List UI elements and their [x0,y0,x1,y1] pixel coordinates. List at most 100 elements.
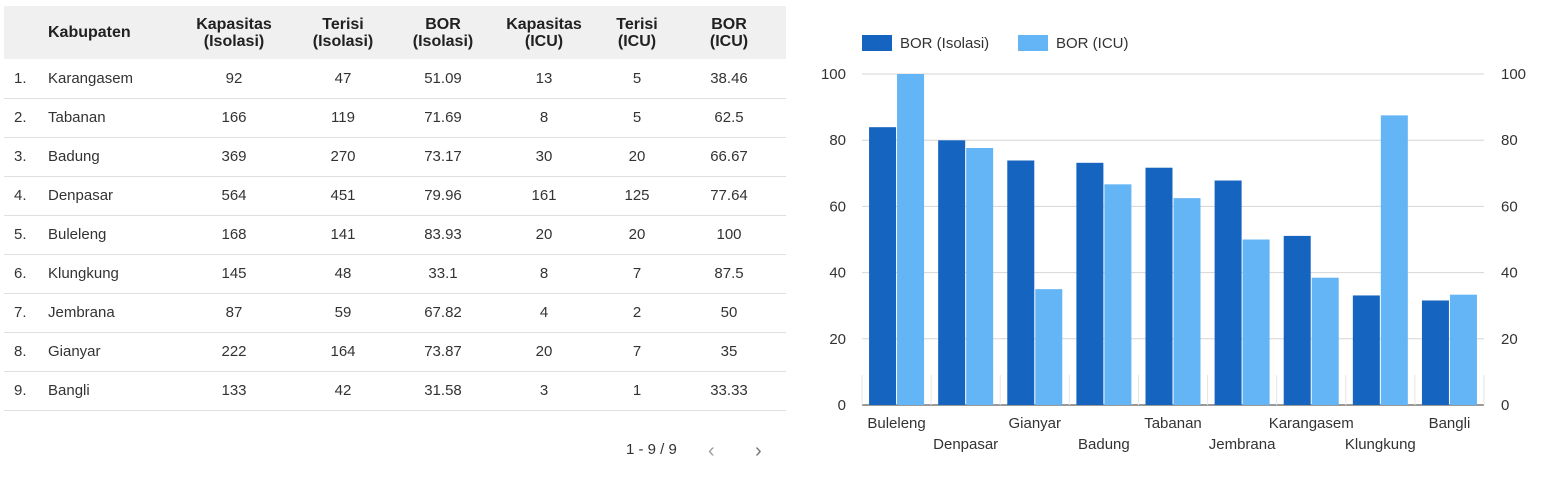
bar-bor-icu[interactable] [1173,198,1201,405]
table-cell-ter_iso: 119 [331,109,355,126]
table-row: 8. Gianyar 222 164 73.87 20 7 35 [4,332,786,371]
data-table: Kabupaten Kapasitas (Isolasi) Terisi (Isolas… [4,6,786,411]
table-cell-kap_icu: 8 [539,109,549,126]
legend-label[interactable]: BOR (Isolasi) [900,35,989,52]
table-cell-kabupaten: Denpasar [48,187,114,204]
column-header-kap_icu[interactable]: Kapasitas (ICU) [486,6,602,59]
table-cell-bor_icu: 87.5 [714,265,744,282]
table-cell-kap_iso: 564 [221,187,247,204]
table-cell-idx: 5. [14,226,27,243]
table-cell-idx: 6. [14,265,27,282]
y-tick-label-left: 0 [838,397,846,414]
bar-chart: BOR (Isolasi) BOR (ICU) 0 0 20 20 40 40 60 60 80 80… [821,35,1526,453]
legend-label[interactable]: BOR (ICU) [1056,35,1129,52]
table-row: 1. Karangasem 92 47 51.09 13 5 38.46 [4,59,786,98]
table-cell-kap_iso: 145 [221,265,247,282]
bar-bor-isolasi[interactable] [1421,300,1449,405]
table-cell-kabupaten: Bangli [48,382,90,399]
table-cell-idx: 2. [14,109,27,126]
table-body: 1. Karangasem 92 47 51.09 13 5 38.46 2. Tabanan 16… [4,59,786,410]
table-cell-idx: 7. [14,304,27,321]
table-cell-kabupaten: Jembrana [48,304,115,321]
chevron-left-icon[interactable]: ‹ [708,440,715,462]
y-tick-label-right: 0 [1501,397,1509,414]
table-cell-kap_icu: 3 [539,382,549,399]
table-cell-ter_iso: 42 [334,382,352,399]
table-cell-kap_icu: 20 [535,226,553,243]
table-cell-bor_icu: 66.67 [710,148,748,165]
table-cell-bor_iso: 67.82 [424,304,462,321]
bar-bor-icu[interactable] [1035,289,1063,405]
column-header-ter_iso[interactable]: Terisi (Isolasi) [286,6,400,59]
bar-bor-icu[interactable] [1449,294,1477,405]
table-cell-bor_iso: 51.09 [424,69,462,87]
column-header-line: Kabupaten [48,24,131,41]
table-cell-kap_icu: 20 [535,343,553,360]
column-header-line: (ICU) [617,32,657,50]
table-cell-kap_icu: 13 [535,69,553,87]
bar-bor-icu[interactable] [1242,239,1270,406]
table-cell-bor_icu: 35 [720,343,738,360]
table-cell-kap_iso: 222 [221,343,247,360]
bar-bor-icu[interactable] [897,74,925,405]
table-cell-ter_icu: 20 [628,226,646,243]
table-cell-kabupaten: Karangasem [48,69,134,87]
bar-bor-isolasi[interactable] [1007,160,1035,405]
table-cell-bor_iso: 73.87 [424,343,462,360]
column-header-kabupaten[interactable]: Kabupaten [48,6,182,59]
bar-bor-isolasi[interactable] [1076,162,1104,405]
bar-bor-isolasi[interactable] [1283,235,1311,405]
table-cell-bor_icu: 38.46 [710,69,748,87]
column-header-line: (Isolasi) [312,32,374,50]
table-cell-bor_icu: 50 [720,304,738,321]
table-cell-kabupaten: Klungkung [48,265,119,282]
y-tick-label-right: 80 [1501,132,1518,149]
bar-bor-isolasi[interactable] [1145,167,1173,405]
table-cell-kap_iso: 166 [221,109,247,126]
column-header-bor_icu[interactable]: BOR (ICU) [672,6,786,59]
column-header-kap_iso[interactable]: Kapasitas (Isolasi) [182,6,286,59]
bar-bor-icu[interactable] [1380,115,1408,405]
bar-bor-isolasi[interactable] [938,140,966,405]
table-cell-bor_icu: 77.64 [710,187,748,204]
table-cell-kabupaten: Buleleng [48,226,107,243]
bar-bor-isolasi[interactable] [869,127,897,405]
table-cell-ter_iso: 59 [334,304,352,321]
table-row: 3. Badung 369 270 73.17 30 20 66.67 [4,137,786,176]
table-cell-kap_iso: 133 [221,382,247,399]
table-row: 5. Buleleng 168 141 83.93 20 20 100 [4,215,786,254]
x-tick-label: Buleleng [867,415,925,432]
table-cell-ter_icu: 5 [632,69,642,87]
table-row: 4. Denpasar 564 451 79.96 161 125 77.64 [4,176,786,215]
y-tick-label-left: 60 [829,198,846,215]
table-cell-bor_iso: 33.1 [428,265,458,282]
column-header-ter_icu[interactable]: Terisi (ICU) [602,6,672,59]
table-cell-ter_iso: 270 [330,148,356,165]
table-cell-bor_iso: 73.17 [424,148,462,165]
table-cell-bor_iso: 79.96 [424,187,462,204]
bar-bor-isolasi[interactable] [1214,180,1242,405]
table-cell-idx: 8. [14,343,27,360]
table-cell-kap_iso: 87 [225,304,243,321]
bar-bor-isolasi[interactable] [1352,295,1380,405]
column-header-bor_iso[interactable]: BOR (Isolasi) [400,6,486,59]
column-header-line: BOR [425,15,461,33]
table-cell-kap_iso: 168 [221,226,247,243]
column-header-line: (ICU) [709,32,749,50]
table-cell-ter_icu: 1 [632,382,642,399]
x-tick-label: Gianyar [1009,415,1062,432]
table-cell-ter_icu: 20 [628,148,646,165]
bar-bor-icu[interactable] [1104,184,1132,405]
y-tick-label-right: 40 [1501,265,1518,282]
bar-bor-icu[interactable] [1311,277,1339,405]
table-cell-kap_iso: 92 [225,69,243,87]
bar-bor-icu[interactable] [966,148,994,405]
x-tick-label: Karangasem [1269,415,1354,432]
chevron-right-icon[interactable]: › [755,440,762,462]
column-header-idx[interactable] [4,6,48,59]
x-tick-label: Klungkung [1345,436,1416,453]
table-cell-kabupaten: Gianyar [48,343,101,360]
y-tick-label-left: 40 [829,265,846,282]
x-tick-label: Tabanan [1144,415,1202,432]
data-table-container: Kabupaten Kapasitas (Isolasi) Terisi (Isolas… [4,6,786,411]
